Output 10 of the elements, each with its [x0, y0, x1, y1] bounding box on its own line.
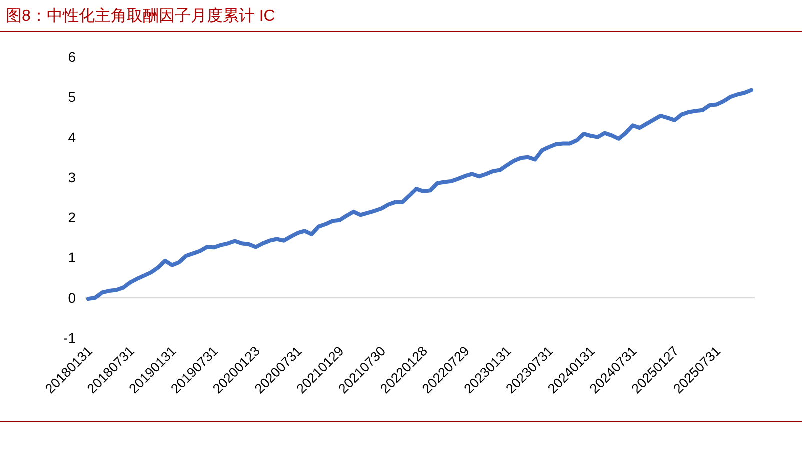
y-tick-label: -1 — [64, 330, 76, 346]
chart-title: 图8：中性化主角取酬因子月度累计 IC — [6, 7, 276, 25]
y-tick-label: 0 — [68, 290, 76, 306]
y-tick-label: 4 — [68, 129, 76, 146]
y-tick-label: 3 — [68, 169, 76, 186]
y-tick-label: 5 — [68, 89, 76, 106]
line-series — [86, 88, 754, 302]
y-tick-label: 6 — [68, 49, 76, 65]
y-tick-label: 2 — [68, 210, 76, 226]
y-tick-label: 1 — [68, 250, 76, 266]
